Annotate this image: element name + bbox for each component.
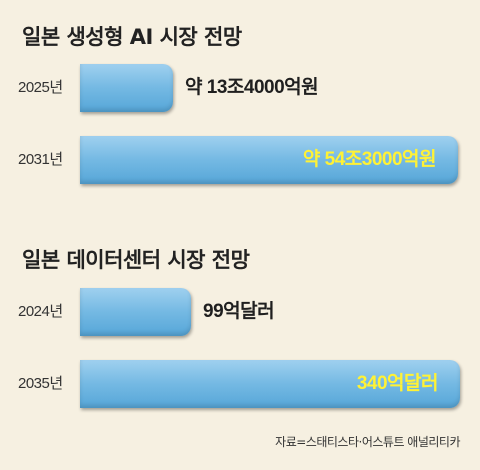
value-label: 약 13조4000억원	[185, 77, 319, 98]
value-label: 약 54조3000억원	[302, 149, 437, 170]
chart-title-genai: 일본 생성형 AI 시장 전망	[22, 25, 242, 49]
bar-row: 2025년 약 13조4000억원	[0, 64, 480, 112]
bar	[80, 360, 460, 408]
value-label: 99억달러	[203, 301, 275, 322]
bar	[80, 64, 173, 112]
category-label: 2025년	[18, 79, 63, 96]
bar-row: 2035년 340억달러	[0, 360, 480, 408]
bar-row: 2031년 약 54조3000억원	[0, 136, 480, 184]
category-label: 2031년	[18, 151, 63, 168]
category-label: 2024년	[18, 303, 63, 320]
category-label: 2035년	[18, 375, 63, 392]
bar	[80, 136, 458, 184]
value-label: 340억달러	[356, 373, 439, 394]
chart-title-datacenter: 일본 데이터센터 시장 전망	[22, 248, 250, 272]
bar-row: 2024년 99억달러	[0, 288, 480, 336]
source-note: 자료=스태티스타·어스튜트 애널리티카	[275, 435, 460, 449]
bar	[80, 288, 191, 336]
